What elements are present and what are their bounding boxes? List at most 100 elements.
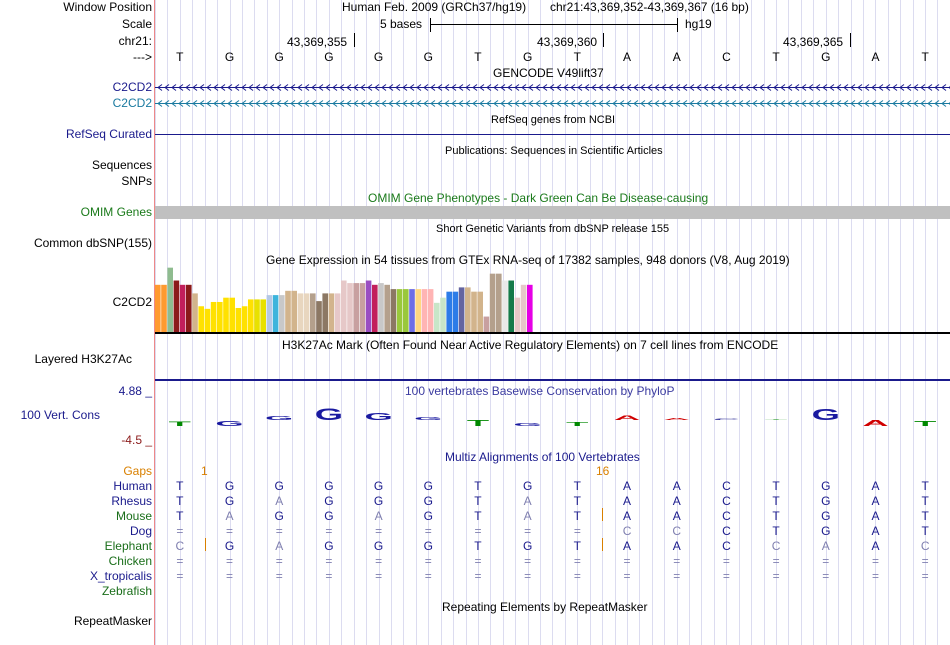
gtex-tissue-bar[interactable] <box>390 289 397 332</box>
species-label[interactable]: Human <box>113 479 152 493</box>
species-label[interactable]: Mouse <box>115 509 152 523</box>
h3k27ac-label[interactable]: Layered H3K27Ac <box>34 352 132 366</box>
gtex-tissue-bar[interactable] <box>527 284 533 332</box>
gtex-tissue-bar[interactable] <box>458 287 465 332</box>
gtex-tissue-bar[interactable] <box>192 293 198 332</box>
alignment-base: = <box>871 569 879 583</box>
gtex-bar-chart[interactable] <box>155 266 535 333</box>
gtex-tissue-bar[interactable] <box>235 307 242 332</box>
gtex-tissue-bar[interactable] <box>483 316 490 332</box>
species-label[interactable]: Rhesus <box>111 494 152 508</box>
gtex-tissue-bar[interactable] <box>241 306 248 332</box>
gtex-tissue-bar[interactable] <box>378 283 384 332</box>
alignment-base: = <box>424 524 432 538</box>
gtex-tissue-bar[interactable] <box>508 280 514 332</box>
gtex-tissue-bar[interactable] <box>440 297 446 332</box>
alignment-base: T <box>921 494 929 508</box>
gtex-tissue-bar[interactable] <box>155 284 161 332</box>
gencode-gene-track-2[interactable] <box>155 98 950 109</box>
gtex-tissue-bar[interactable] <box>186 284 192 332</box>
gtex-tissue-bar[interactable] <box>229 297 235 332</box>
gtex-tissue-bar[interactable] <box>303 293 310 332</box>
gtex-tissue-bar[interactable] <box>334 293 341 332</box>
refseq-label[interactable]: RefSeq Curated <box>65 127 152 141</box>
gtex-tissue-bar[interactable] <box>520 284 527 332</box>
gtex-tissue-bar[interactable] <box>427 289 434 332</box>
gtex-tissue-bar[interactable] <box>248 299 254 332</box>
gtex-tissue-bar[interactable] <box>322 293 328 332</box>
omim-feature-bar[interactable] <box>155 206 950 219</box>
gtex-tissue-bar[interactable] <box>372 284 378 332</box>
gtex-tissue-bar[interactable] <box>384 284 390 332</box>
gencode-gene-track-1[interactable] <box>155 82 950 93</box>
species-label[interactable]: Elephant <box>104 539 152 553</box>
snps-label[interactable]: SNPs <box>121 174 152 188</box>
species-label[interactable]: X_tropicalis <box>89 569 152 583</box>
gtex-tissue-bar[interactable] <box>434 302 440 332</box>
phylop-logo-letter: T <box>765 419 788 420</box>
phylop-label[interactable]: 100 Vert. Cons <box>20 408 100 422</box>
gtex-tissue-bar[interactable] <box>496 273 502 332</box>
sequences-label[interactable]: Sequences <box>91 158 152 172</box>
scale-label[interactable]: Scale <box>121 17 152 31</box>
species-label[interactable]: Dog <box>129 524 152 538</box>
gtex-tissue-bar[interactable] <box>341 280 347 332</box>
gtex-tissue-bar[interactable] <box>359 283 366 332</box>
gtex-tissue-bar[interactable] <box>217 301 223 332</box>
gtex-tissue-bar[interactable] <box>266 295 273 332</box>
gtex-tissue-bar[interactable] <box>415 289 421 332</box>
gtex-tissue-bar[interactable] <box>272 295 279 332</box>
window-coords[interactable]: chr21:43,369,352-43,369,367 (16 bp) <box>550 0 749 14</box>
gtex-tissue-bar[interactable] <box>204 308 211 332</box>
gtex-tissue-bar[interactable] <box>161 284 167 332</box>
h3k27ac-signal[interactable] <box>155 379 950 381</box>
gtex-tissue-bar[interactable] <box>223 297 229 332</box>
gtex-tissue-bar[interactable] <box>477 291 483 332</box>
gaps-label[interactable]: Gaps <box>123 464 152 478</box>
refseq-gene-line[interactable] <box>155 134 950 135</box>
dbsnp-label[interactable]: Common dbSNP(155) <box>33 236 152 250</box>
gtex-tissue-bar[interactable] <box>446 291 452 332</box>
gtex-tissue-bar[interactable] <box>210 301 217 332</box>
window-position-label[interactable]: Window Position <box>63 0 152 14</box>
gtex-tissue-bar[interactable] <box>297 293 304 332</box>
gtex-tissue-bar[interactable] <box>403 289 409 332</box>
gtex-tissue-bar[interactable] <box>198 306 204 332</box>
gtex-tissue-bar[interactable] <box>421 289 428 332</box>
alignment-base: A <box>374 509 383 523</box>
gtex-tissue-bar[interactable] <box>396 289 403 332</box>
gtex-tissue-bar[interactable] <box>489 273 496 332</box>
gtex-tissue-bar[interactable] <box>328 293 335 332</box>
gtex-tissue-bar[interactable] <box>285 290 291 332</box>
gencode-gene-label-2[interactable]: C2CD2 <box>112 96 152 110</box>
gtex-tissue-bar[interactable] <box>260 299 266 332</box>
species-label[interactable]: Zebrafish <box>101 584 152 598</box>
gtex-tissue-bar[interactable] <box>167 267 173 332</box>
gtex-tissue-bar[interactable] <box>316 301 322 332</box>
gtex-gene-label[interactable]: C2CD2 <box>112 295 152 309</box>
gtex-tissue-bar[interactable] <box>291 290 297 332</box>
repeatmasker-label[interactable]: RepeatMasker <box>73 614 152 628</box>
gtex-tissue-bar[interactable] <box>279 295 285 332</box>
gtex-tissue-bar[interactable] <box>173 280 180 332</box>
gtex-tissue-bar[interactable] <box>179 284 186 332</box>
chrom-label[interactable]: chr21: <box>118 34 152 48</box>
gtex-tissue-bar[interactable] <box>353 283 359 332</box>
gencode-gene-label-1[interactable]: C2CD2 <box>112 80 152 94</box>
gtex-tissue-bar[interactable] <box>471 291 477 332</box>
gtex-tissue-bar[interactable] <box>310 293 316 332</box>
omim-label[interactable]: OMIM Genes <box>80 205 152 219</box>
alignment-base: T <box>772 524 780 538</box>
gtex-tissue-bar[interactable] <box>347 283 353 332</box>
species-label[interactable]: Chicken <box>108 554 152 568</box>
strand-label[interactable]: ---> <box>133 50 152 64</box>
gtex-tissue-bar[interactable] <box>409 289 415 332</box>
gtex-tissue-bar[interactable] <box>502 280 508 332</box>
gtex-tissue-bar[interactable] <box>254 299 260 332</box>
gtex-tissue-bar[interactable] <box>365 280 372 332</box>
gtex-tissue-bar[interactable] <box>465 287 471 332</box>
phylop-logo[interactable]: T G G G G G T G T A A C T G A T <box>155 398 950 438</box>
alignment-base: T <box>772 479 780 493</box>
gtex-tissue-bar[interactable] <box>452 291 459 332</box>
gtex-tissue-bar[interactable] <box>514 297 521 332</box>
